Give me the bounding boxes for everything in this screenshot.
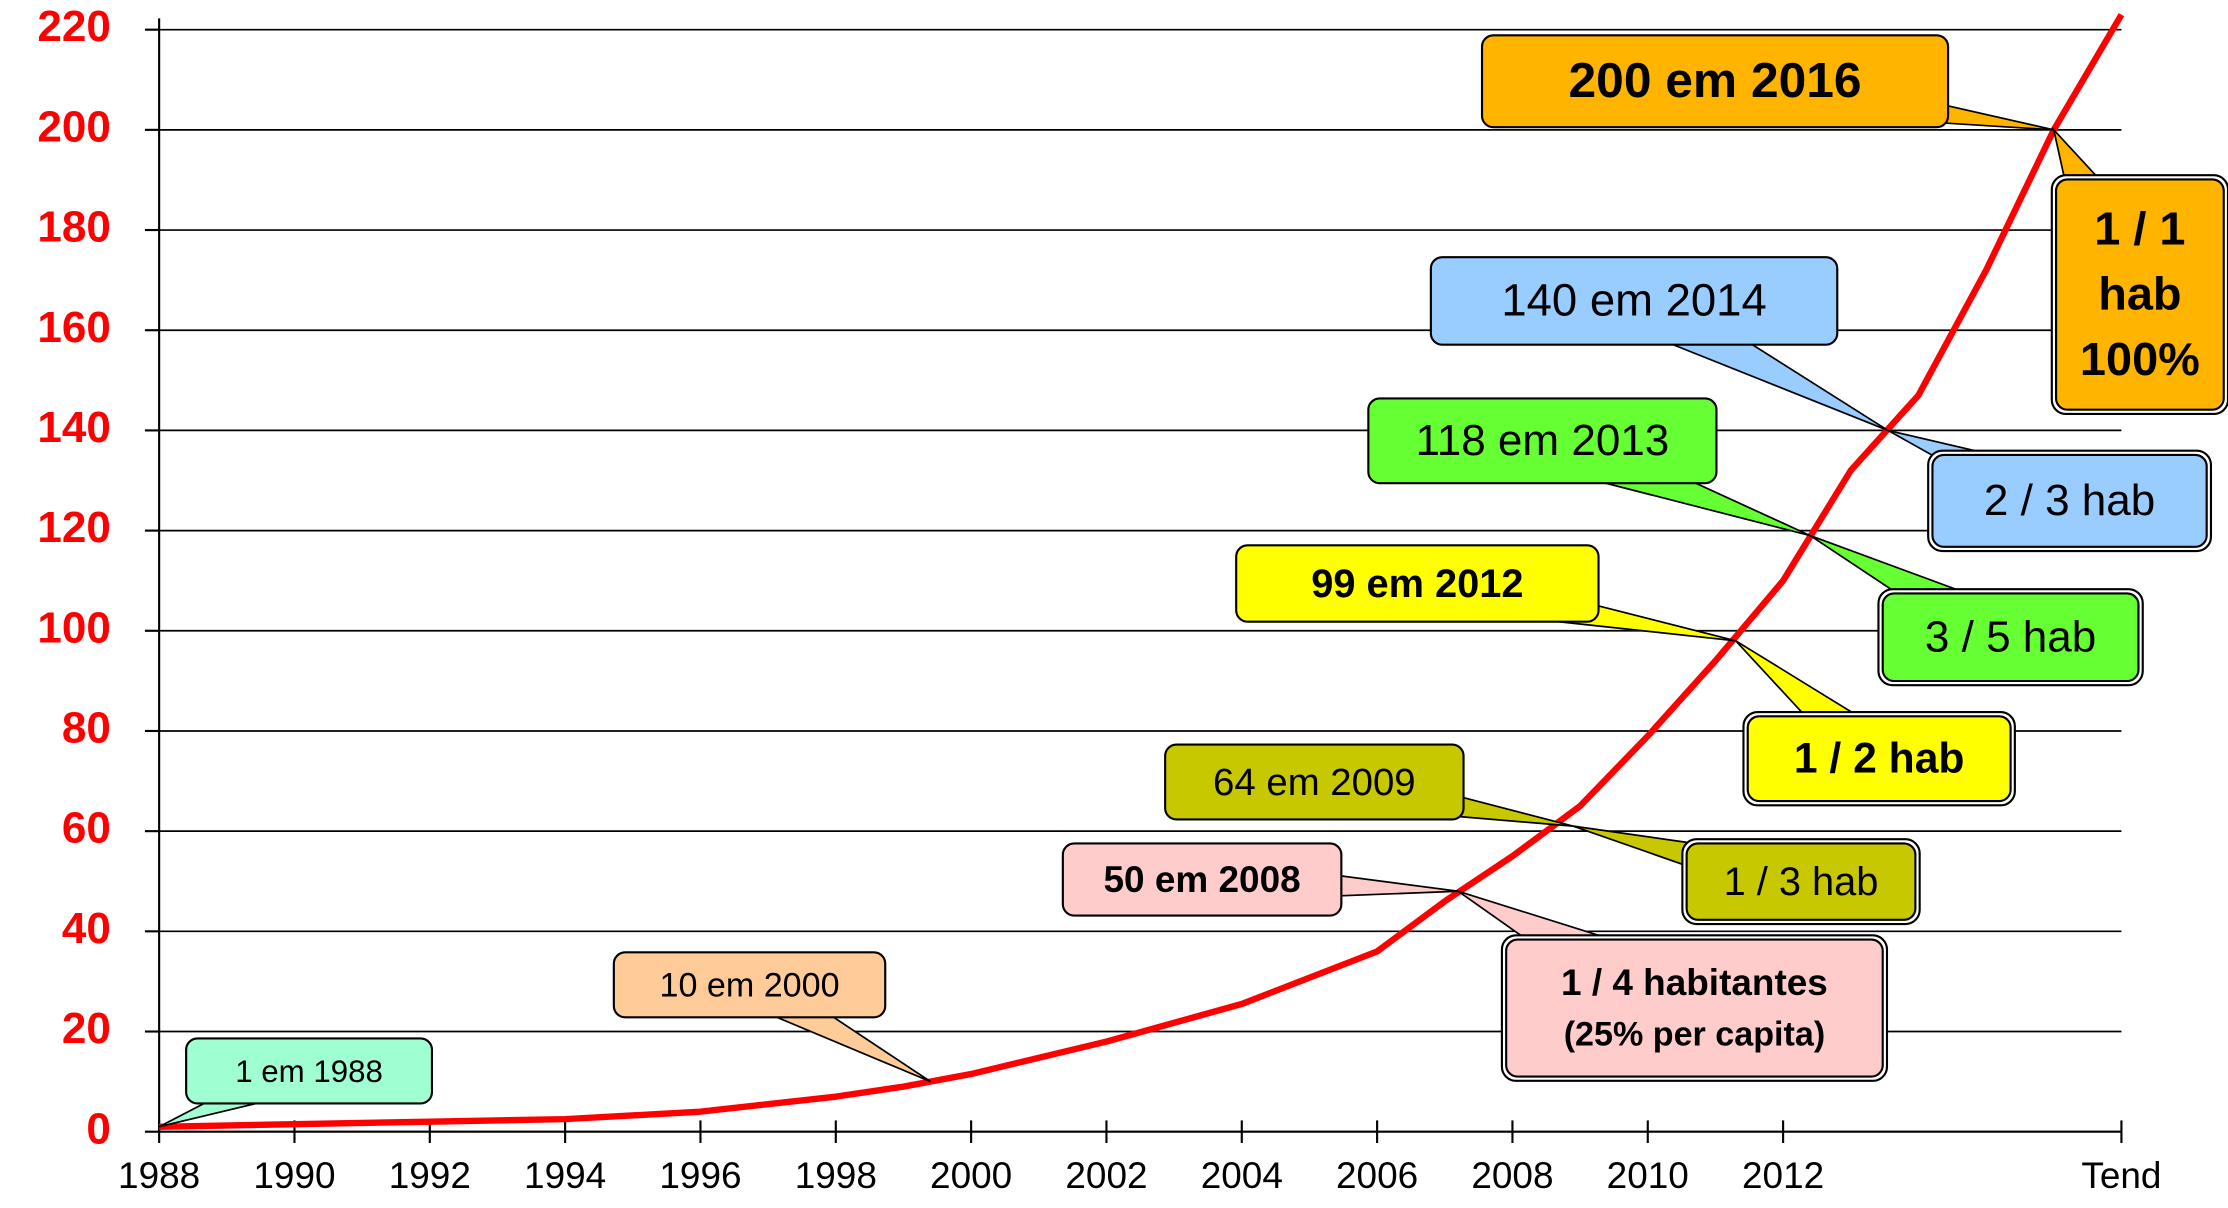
callout-box xyxy=(1429,256,1839,346)
callout-box xyxy=(2055,178,2225,411)
callout-box xyxy=(1685,842,1917,921)
y-tick-label: 220 xyxy=(37,2,110,51)
callout-label: 50 em 2008 xyxy=(1104,859,1301,900)
callout-box xyxy=(1164,743,1465,821)
y-tick-label: 120 xyxy=(37,503,110,552)
callout-box xyxy=(1505,938,1884,1078)
callout-box xyxy=(1235,544,1600,623)
y-tick-label: 60 xyxy=(62,804,111,853)
x-tick-label: 1994 xyxy=(524,1155,606,1196)
callout-box xyxy=(1367,397,1718,485)
callout-box xyxy=(185,1037,434,1105)
y-tick-label: 0 xyxy=(86,1104,110,1153)
x-tick-label: 1998 xyxy=(795,1155,877,1196)
x-tick-label: 2004 xyxy=(1201,1155,1283,1196)
callout-note: 3 / 5 hab xyxy=(1925,613,2096,662)
x-tick-label: 2002 xyxy=(1065,1155,1147,1196)
callout-note: hab xyxy=(2098,268,2181,320)
data-line xyxy=(159,13,2125,1130)
y-tick-label: 40 xyxy=(62,904,111,953)
x-tick-label: 1990 xyxy=(253,1155,335,1196)
callout-note: 1 / 4 habitantes xyxy=(1561,962,1828,1003)
x-tick-label: 2006 xyxy=(1336,1155,1418,1196)
x-tick-label: Tend xyxy=(2081,1155,2161,1196)
callout-note: 2 / 3 hab xyxy=(1984,476,2155,525)
x-tick-label: 1988 xyxy=(118,1155,200,1196)
callout-note: 1 / 2 hab xyxy=(1794,736,1965,783)
x-tick-label: 2008 xyxy=(1471,1155,1553,1196)
callout-box xyxy=(1480,34,1950,129)
y-tick-label: 20 xyxy=(62,1004,111,1053)
x-tick-label: 2010 xyxy=(1607,1155,1689,1196)
callout-label: 140 em 2014 xyxy=(1501,275,1766,326)
callout-box xyxy=(1881,592,2140,683)
callout-box xyxy=(612,951,887,1019)
callout-note: (25% per capita) xyxy=(1564,1016,1826,1054)
y-tick-label: 200 xyxy=(37,103,110,152)
callout-note: 100% xyxy=(2080,333,2200,385)
callout-label: 10 em 2000 xyxy=(659,967,839,1005)
y-tick-label: 160 xyxy=(37,303,110,352)
y-tick-label: 80 xyxy=(62,704,111,753)
y-tick-label: 140 xyxy=(37,403,110,452)
callout-box xyxy=(1746,715,2012,803)
y-tick-label: 100 xyxy=(37,603,110,652)
callout-label: 118 em 2013 xyxy=(1416,416,1670,465)
callout-label: 200 em 2016 xyxy=(1569,52,1862,108)
callout-label: 64 em 2009 xyxy=(1213,761,1416,804)
callout-label: 1 em 1988 xyxy=(235,1054,383,1089)
x-tick-label: 2000 xyxy=(930,1155,1012,1196)
x-tick-label: 1992 xyxy=(389,1155,471,1196)
x-tick-label: 1996 xyxy=(659,1155,741,1196)
x-tick-label: 2012 xyxy=(1742,1155,1824,1196)
y-tick-label: 180 xyxy=(37,203,110,252)
callout-note: 1 / 3 hab xyxy=(1724,860,1879,904)
callout-note: 1 / 1 xyxy=(2094,203,2185,255)
callout-label: 99 em 2012 xyxy=(1311,562,1523,606)
callout-box xyxy=(1931,453,2208,548)
callout-box xyxy=(1061,842,1343,917)
